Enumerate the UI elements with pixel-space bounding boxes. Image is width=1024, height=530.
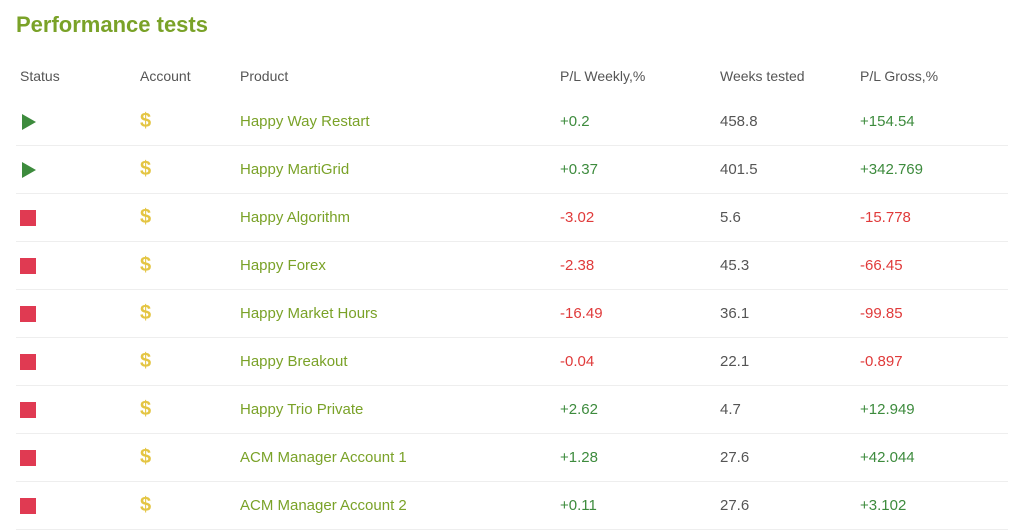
status-cell — [16, 290, 136, 338]
dollar-icon[interactable]: $ — [140, 350, 151, 372]
weeks-tested-value: 36.1 — [716, 290, 856, 338]
product-link[interactable]: Happy Algorithm — [236, 194, 556, 242]
status-cell — [16, 482, 136, 530]
account-cell: $ — [136, 146, 236, 194]
status-cell — [16, 338, 136, 386]
account-cell: $ — [136, 434, 236, 482]
account-cell: $ — [136, 386, 236, 434]
weeks-tested-value: 22.1 — [716, 338, 856, 386]
status-cell — [16, 98, 136, 146]
pl-weekly-value: +2.62 — [556, 386, 716, 434]
product-link[interactable]: Happy Forex — [236, 242, 556, 290]
stop-icon[interactable] — [20, 210, 36, 226]
stop-icon[interactable] — [20, 450, 36, 466]
weeks-tested-value: 5.6 — [716, 194, 856, 242]
pl-gross-value: +3.102 — [856, 482, 1008, 530]
pl-weekly-value: -2.38 — [556, 242, 716, 290]
pl-weekly-value: -0.04 — [556, 338, 716, 386]
product-link[interactable]: ACM Manager Account 1 — [236, 434, 556, 482]
pl-gross-value: -66.45 — [856, 242, 1008, 290]
col-header-product[interactable]: Product — [236, 60, 556, 98]
play-icon[interactable] — [20, 113, 38, 131]
table-row: $ Happy Market Hours-16.4936.1-99.85 — [16, 290, 1008, 338]
product-link[interactable]: Happy Market Hours — [236, 290, 556, 338]
weeks-tested-value: 401.5 — [716, 146, 856, 194]
table-row: $ ACM Manager Account 1+1.2827.6+42.044 — [16, 434, 1008, 482]
weeks-tested-value: 4.7 — [716, 386, 856, 434]
stop-icon[interactable] — [20, 306, 36, 322]
table-row: $ Happy Trio Private+2.624.7+12.949 — [16, 386, 1008, 434]
table-row: $ Happy Forex-2.3845.3-66.45 — [16, 242, 1008, 290]
weeks-tested-value: 27.6 — [716, 482, 856, 530]
pl-gross-value: -0.897 — [856, 338, 1008, 386]
col-header-weeks[interactable]: Weeks tested — [716, 60, 856, 98]
weeks-tested-value: 45.3 — [716, 242, 856, 290]
table-row: $ Happy Breakout-0.0422.1-0.897 — [16, 338, 1008, 386]
weeks-tested-value: 27.6 — [716, 434, 856, 482]
status-cell — [16, 386, 136, 434]
dollar-icon[interactable]: $ — [140, 398, 151, 420]
dollar-icon[interactable]: $ — [140, 302, 151, 324]
pl-weekly-value: +0.2 — [556, 98, 716, 146]
status-cell — [16, 146, 136, 194]
play-icon[interactable] — [20, 161, 38, 179]
stop-icon[interactable] — [20, 402, 36, 418]
status-cell — [16, 242, 136, 290]
pl-gross-value: +12.949 — [856, 386, 1008, 434]
dollar-icon[interactable]: $ — [140, 206, 151, 228]
pl-gross-value: +154.54 — [856, 98, 1008, 146]
account-cell: $ — [136, 290, 236, 338]
pl-weekly-value: -3.02 — [556, 194, 716, 242]
product-link[interactable]: Happy MartiGrid — [236, 146, 556, 194]
pl-gross-value: +42.044 — [856, 434, 1008, 482]
stop-icon[interactable] — [20, 354, 36, 370]
table-row: $ Happy MartiGrid+0.37401.5+342.769 — [16, 146, 1008, 194]
account-cell: $ — [136, 98, 236, 146]
pl-weekly-value: +0.37 — [556, 146, 716, 194]
table-row: $ Happy Algorithm-3.025.6-15.778 — [16, 194, 1008, 242]
product-link[interactable]: Happy Breakout — [236, 338, 556, 386]
dollar-icon[interactable]: $ — [140, 254, 151, 276]
account-cell: $ — [136, 338, 236, 386]
stop-icon[interactable] — [20, 498, 36, 514]
col-header-pl-weekly[interactable]: P/L Weekly,% — [556, 60, 716, 98]
account-cell: $ — [136, 482, 236, 530]
col-header-status[interactable]: Status — [16, 60, 136, 98]
dollar-icon[interactable]: $ — [140, 446, 151, 468]
account-cell: $ — [136, 194, 236, 242]
table-row: $ ACM Manager Account 2+0.1127.6+3.102 — [16, 482, 1008, 530]
dollar-icon[interactable]: $ — [140, 110, 151, 132]
weeks-tested-value: 458.8 — [716, 98, 856, 146]
col-header-account[interactable]: Account — [136, 60, 236, 98]
status-cell — [16, 194, 136, 242]
pl-gross-value: -15.778 — [856, 194, 1008, 242]
performance-table: Status Account Product P/L Weekly,% Week… — [16, 60, 1008, 530]
dollar-icon[interactable]: $ — [140, 494, 151, 516]
table-row: $ Happy Way Restart+0.2458.8+154.54 — [16, 98, 1008, 146]
stop-icon[interactable] — [20, 258, 36, 274]
product-link[interactable]: Happy Trio Private — [236, 386, 556, 434]
table-header-row: Status Account Product P/L Weekly,% Week… — [16, 60, 1008, 98]
pl-weekly-value: -16.49 — [556, 290, 716, 338]
pl-weekly-value: +1.28 — [556, 434, 716, 482]
page-title: Performance tests — [16, 12, 1008, 38]
product-link[interactable]: Happy Way Restart — [236, 98, 556, 146]
pl-gross-value: -99.85 — [856, 290, 1008, 338]
product-link[interactable]: ACM Manager Account 2 — [236, 482, 556, 530]
col-header-pl-gross[interactable]: P/L Gross,% — [856, 60, 1008, 98]
pl-gross-value: +342.769 — [856, 146, 1008, 194]
pl-weekly-value: +0.11 — [556, 482, 716, 530]
account-cell: $ — [136, 242, 236, 290]
status-cell — [16, 434, 136, 482]
dollar-icon[interactable]: $ — [140, 158, 151, 180]
